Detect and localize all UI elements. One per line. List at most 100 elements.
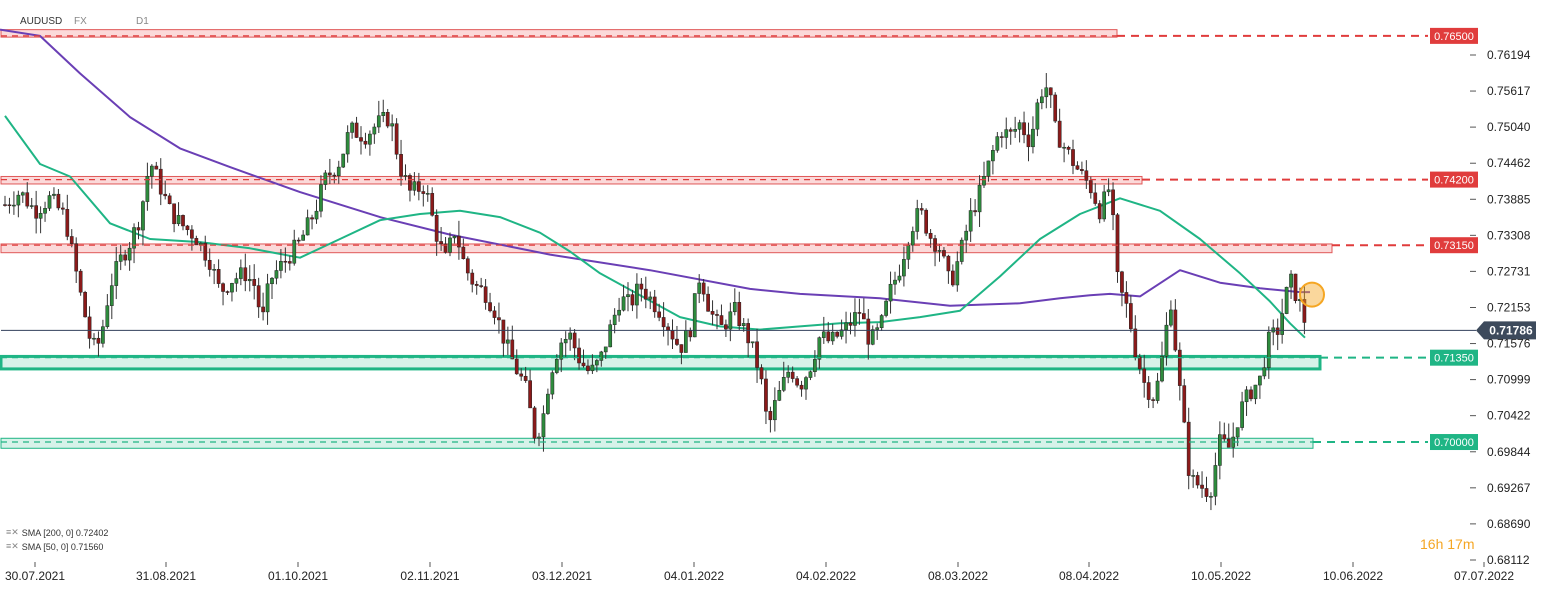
candle-body <box>141 201 145 231</box>
candle-body <box>1071 149 1075 166</box>
candle <box>559 338 564 373</box>
candle <box>572 329 577 361</box>
candle <box>768 406 773 433</box>
candle-body <box>559 342 564 360</box>
candle-body <box>1240 401 1244 428</box>
candle-body <box>781 377 786 391</box>
candle <box>919 202 924 215</box>
candle <box>1284 286 1289 315</box>
candle <box>225 290 230 295</box>
candle <box>799 380 804 397</box>
candle <box>118 244 123 271</box>
candle <box>1088 176 1093 199</box>
candle <box>96 331 101 357</box>
candle-body <box>1017 122 1022 130</box>
candle <box>457 220 461 260</box>
candle <box>621 284 626 312</box>
candle-body <box>612 314 617 325</box>
candle-body <box>710 311 715 315</box>
candle <box>1048 87 1053 108</box>
countdown-h-unit: h <box>1435 536 1444 552</box>
candle-body <box>408 175 412 191</box>
eye-icon[interactable]: ≡✕ <box>6 527 19 537</box>
candle <box>1160 341 1164 383</box>
candle <box>648 291 653 310</box>
y-tick-label: 0.73308 <box>1487 228 1531 242</box>
candle <box>207 248 212 277</box>
candle-body <box>1302 299 1307 323</box>
candle-body <box>501 319 506 344</box>
sma50-legend[interactable]: ≡✕ SMA [50, 0] 0.71560 <box>6 541 103 552</box>
x-tick-label: 31.08.2021 <box>136 569 196 583</box>
candle-body <box>959 239 964 262</box>
candle <box>350 121 354 139</box>
candle-body <box>523 375 528 381</box>
candle <box>1253 384 1258 405</box>
level-tag <box>1430 171 1478 188</box>
candle-body <box>319 184 323 212</box>
candle <box>1031 116 1035 154</box>
candle-body <box>1195 475 1200 486</box>
candle <box>368 130 372 156</box>
candle-body <box>554 359 559 373</box>
candle <box>675 325 679 346</box>
candle-body <box>203 242 208 261</box>
candle <box>612 308 617 334</box>
candle-body <box>777 390 782 401</box>
candle-body <box>826 331 831 342</box>
candle <box>1293 273 1298 304</box>
candle-body <box>1160 355 1164 382</box>
candle-body <box>216 269 221 284</box>
candle <box>1204 476 1209 503</box>
candle <box>16 190 21 218</box>
candle-body <box>643 288 648 300</box>
candle <box>488 292 492 313</box>
candle-body <box>1048 87 1053 96</box>
candle-body <box>239 267 243 279</box>
candle <box>635 273 639 319</box>
candle-body <box>902 259 906 277</box>
candle <box>839 319 844 340</box>
candle <box>910 226 915 252</box>
candle-body <box>657 311 661 318</box>
eye-icon[interactable]: ≡✕ <box>6 541 19 551</box>
candle-body <box>1258 375 1262 386</box>
y-tick-label: 0.72153 <box>1487 301 1531 315</box>
candle-body <box>603 346 608 353</box>
candle <box>688 327 693 342</box>
candle-body <box>719 315 724 325</box>
candle-body <box>497 317 501 321</box>
symbol-label[interactable]: AUDUSD <box>20 16 63 27</box>
sma200-legend[interactable]: ≡✕ SMA [200, 0] 0.72402 <box>6 527 108 538</box>
candle-body <box>946 255 951 272</box>
market-label[interactable]: FX <box>74 16 87 27</box>
candle-body <box>670 330 675 340</box>
candle-body <box>599 351 604 361</box>
level-tag-label: 0.71350 <box>1434 353 1474 365</box>
x-tick-label: 01.10.2021 <box>268 569 328 583</box>
candle <box>172 203 176 233</box>
candle <box>701 278 706 302</box>
candle-body <box>461 246 466 259</box>
zone-red <box>0 243 1333 254</box>
candle <box>190 225 194 251</box>
candle <box>626 282 630 312</box>
candle <box>114 246 119 300</box>
candle <box>212 264 217 285</box>
candle <box>657 303 661 322</box>
candle <box>514 349 519 375</box>
candle <box>78 269 83 296</box>
candle <box>430 187 435 217</box>
candle-body <box>1253 384 1258 400</box>
candle-body <box>61 207 65 210</box>
countdown-minutes: 17 <box>1447 536 1463 552</box>
candle <box>991 144 995 175</box>
zone-red <box>0 175 1143 185</box>
interval-label[interactable]: D1 <box>136 16 149 27</box>
y-tick-label: 0.69844 <box>1487 445 1531 459</box>
candle <box>1182 378 1187 424</box>
candle-body <box>795 378 799 386</box>
candle-body <box>283 260 288 263</box>
x-axis: 30.07.2021 31.08.2021 01.10.2021 02.11.2021… <box>5 562 1514 583</box>
